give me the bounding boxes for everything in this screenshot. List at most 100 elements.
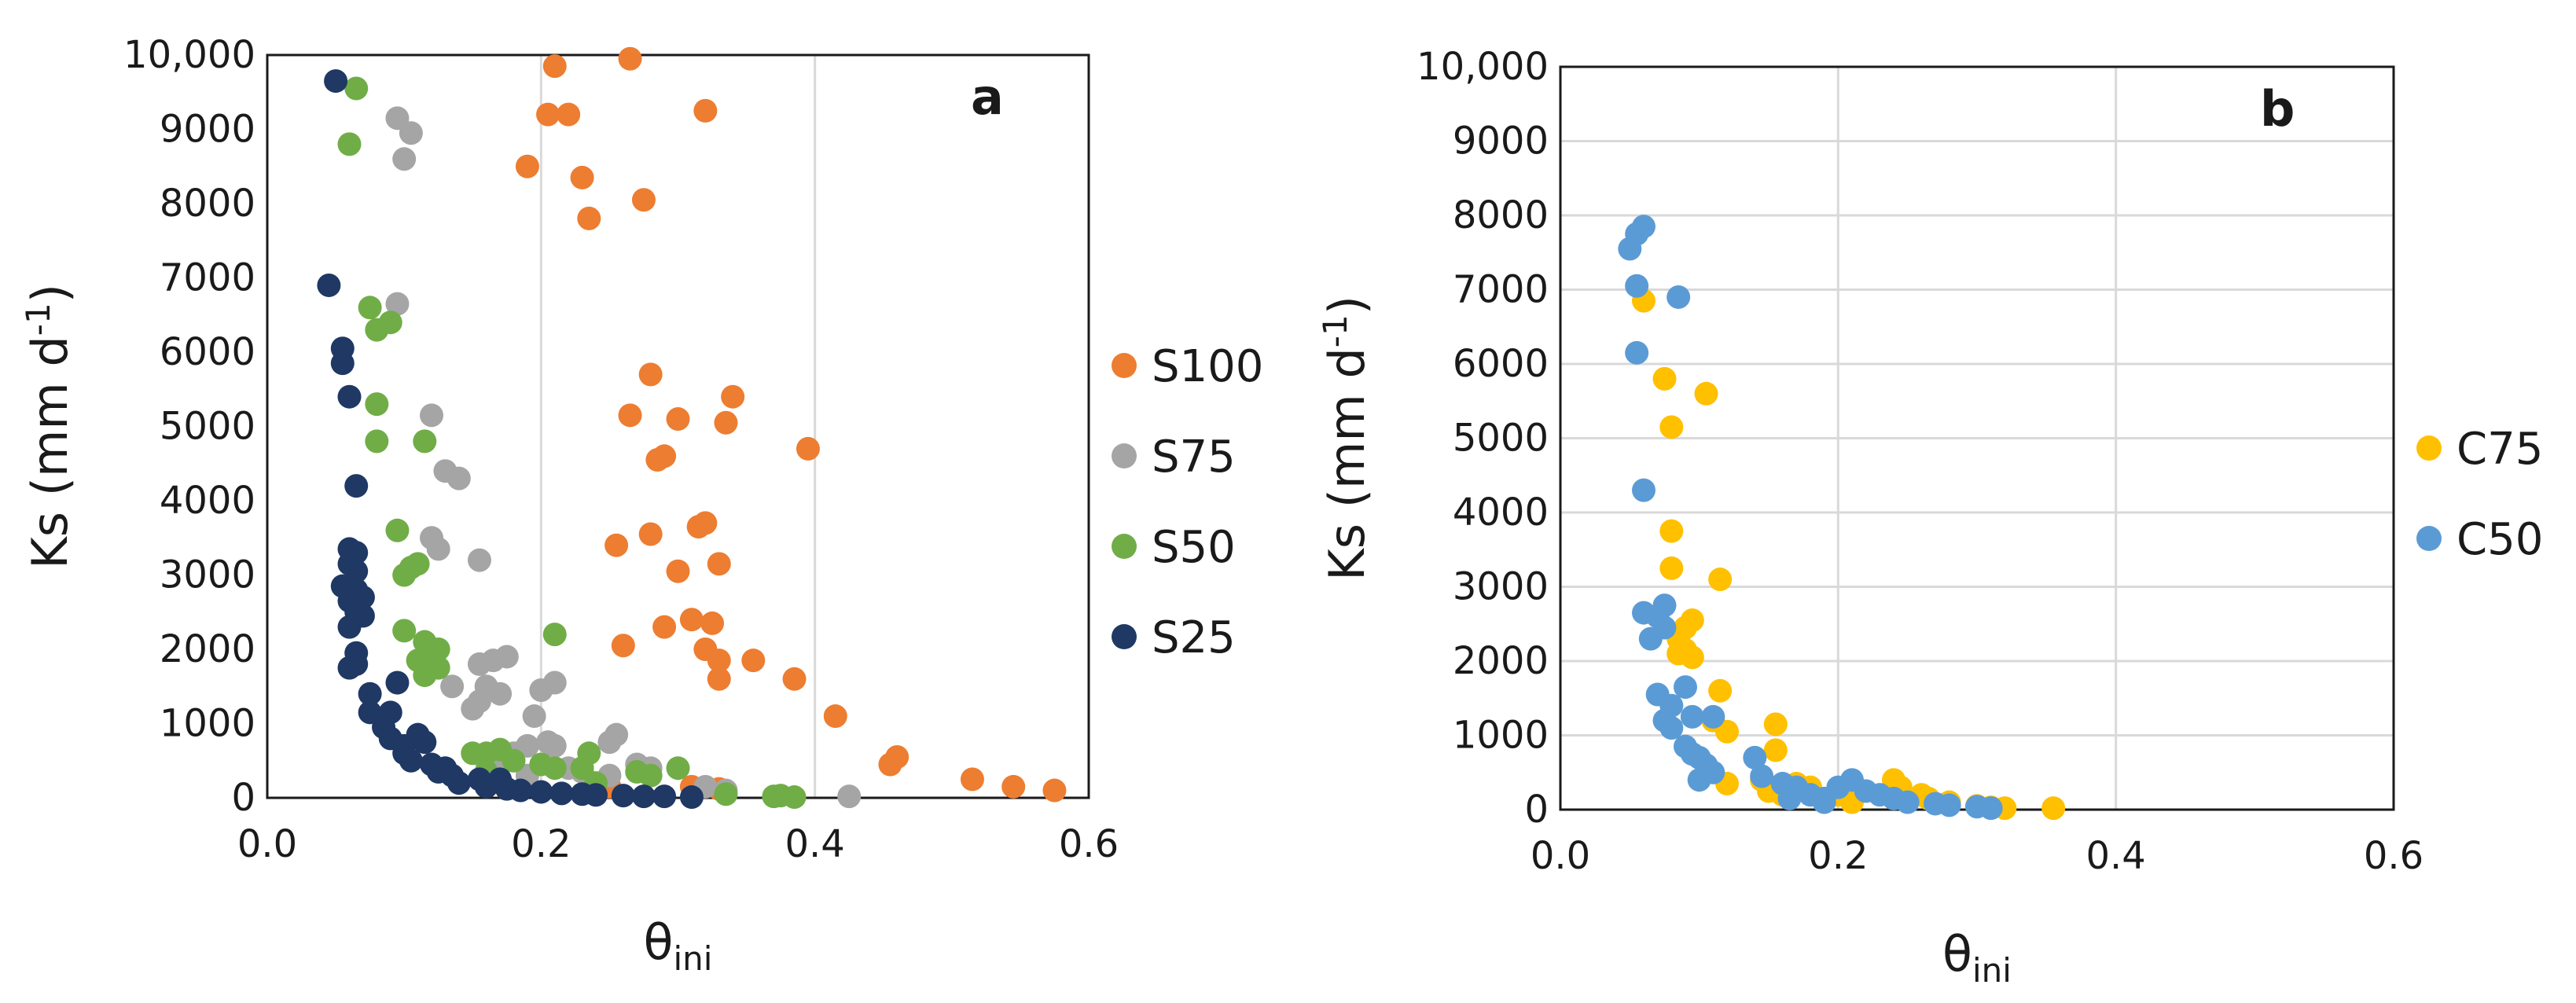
data-point bbox=[1777, 786, 1802, 810]
data-point bbox=[324, 69, 348, 94]
data-point bbox=[385, 292, 410, 316]
data-point bbox=[577, 741, 601, 766]
legend-marker bbox=[1112, 624, 1137, 649]
y-tick-label: 9000 bbox=[160, 108, 255, 152]
y-tick-label: 8000 bbox=[160, 182, 255, 226]
data-point bbox=[1743, 745, 1767, 770]
x-tick-label: 0.4 bbox=[785, 822, 844, 866]
data-point bbox=[358, 682, 382, 706]
data-point bbox=[693, 511, 718, 535]
data-point bbox=[1812, 790, 1836, 814]
legend-label: S100 bbox=[1152, 341, 1263, 392]
data-point bbox=[618, 46, 642, 71]
data-point bbox=[618, 403, 642, 428]
data-point bbox=[549, 781, 574, 806]
data-point bbox=[1652, 593, 1677, 618]
data-point bbox=[446, 466, 471, 490]
y-axis-label: Ks (mm d-1) bbox=[19, 284, 79, 569]
data-point bbox=[638, 522, 663, 546]
y-tick-label: 7000 bbox=[160, 256, 255, 300]
gridlines bbox=[1560, 67, 2394, 810]
data-point bbox=[570, 165, 594, 189]
data-point bbox=[1680, 704, 1704, 729]
y-tick-label: 4000 bbox=[1453, 490, 1549, 535]
series-C75 bbox=[1632, 288, 2066, 821]
x-tick-label: 0.2 bbox=[511, 822, 571, 866]
chart-panel-b: 0 1000 2000 3000 4000 5000 6000 7000 8000 9000 10,… bbox=[1316, 45, 2543, 990]
data-point bbox=[1687, 768, 1711, 792]
legend-label: C75 bbox=[2457, 424, 2543, 475]
gridlines bbox=[539, 55, 817, 798]
data-point bbox=[542, 623, 567, 647]
data-point bbox=[1674, 675, 1697, 700]
data-point bbox=[365, 392, 389, 417]
y-tick-label: 6000 bbox=[160, 330, 255, 374]
x-tick-label: 0.2 bbox=[1808, 834, 1868, 878]
data-point bbox=[433, 756, 458, 781]
series-S75 bbox=[385, 106, 862, 809]
data-point bbox=[1632, 215, 1655, 239]
data-point bbox=[317, 273, 341, 297]
data-point bbox=[542, 54, 567, 79]
data-point bbox=[878, 752, 902, 777]
data-point bbox=[488, 767, 513, 792]
data-point bbox=[1632, 478, 1655, 502]
data-point bbox=[782, 667, 807, 691]
data-point bbox=[344, 76, 369, 101]
data-point bbox=[1659, 716, 1684, 740]
data-point bbox=[385, 106, 410, 130]
data-point bbox=[631, 784, 656, 809]
data-point bbox=[399, 121, 423, 145]
data-point bbox=[1001, 774, 1026, 799]
y-tick-label: 4000 bbox=[160, 479, 255, 523]
data-point bbox=[796, 436, 820, 461]
data-point bbox=[1625, 340, 1649, 365]
data-point bbox=[597, 730, 622, 755]
data-point bbox=[529, 780, 553, 804]
data-point bbox=[344, 474, 369, 498]
data-point bbox=[837, 784, 862, 809]
panel-label: b bbox=[2260, 80, 2295, 138]
data-point bbox=[426, 537, 450, 561]
data-point bbox=[385, 671, 410, 695]
y-tick-label: 6000 bbox=[1453, 342, 1549, 386]
data-point bbox=[557, 102, 581, 127]
y-tick-label: 7000 bbox=[1453, 268, 1549, 312]
data-point bbox=[1659, 556, 1684, 580]
data-point bbox=[542, 671, 567, 695]
data-point bbox=[823, 704, 847, 729]
data-point bbox=[502, 748, 526, 773]
data-point bbox=[679, 608, 704, 632]
legend-marker bbox=[1112, 353, 1137, 378]
data-point bbox=[700, 611, 725, 635]
data-point bbox=[446, 771, 471, 795]
y-tick-label: 8000 bbox=[1453, 193, 1549, 237]
data-point bbox=[666, 756, 690, 781]
legend: S100 S75 S50 S25 bbox=[1112, 341, 1263, 663]
data-point bbox=[714, 782, 738, 806]
data-point bbox=[721, 384, 745, 409]
data-point bbox=[782, 785, 807, 810]
legend-label: S50 bbox=[1152, 522, 1236, 573]
data-point bbox=[707, 552, 731, 576]
data-point bbox=[1659, 415, 1684, 439]
x-axis-label: θini bbox=[644, 913, 713, 978]
y-tick-label: 10,000 bbox=[1417, 45, 1549, 89]
legend-marker bbox=[1112, 443, 1137, 468]
series-C50 bbox=[1618, 215, 2003, 821]
legend-label: S25 bbox=[1152, 612, 1236, 663]
series-S25 bbox=[317, 69, 704, 810]
data-point bbox=[707, 667, 731, 691]
data-point bbox=[652, 444, 677, 468]
data-point bbox=[392, 619, 417, 643]
y-tick-label: 5000 bbox=[160, 405, 255, 449]
data-point bbox=[1666, 285, 1691, 309]
data-point bbox=[1763, 738, 1788, 762]
legend: C75 C50 bbox=[2416, 424, 2543, 565]
data-point bbox=[344, 652, 369, 676]
data-point bbox=[1715, 719, 1739, 744]
x-tick-label: 0.4 bbox=[2085, 834, 2145, 878]
data-point bbox=[1763, 712, 1788, 737]
data-point bbox=[488, 682, 513, 706]
